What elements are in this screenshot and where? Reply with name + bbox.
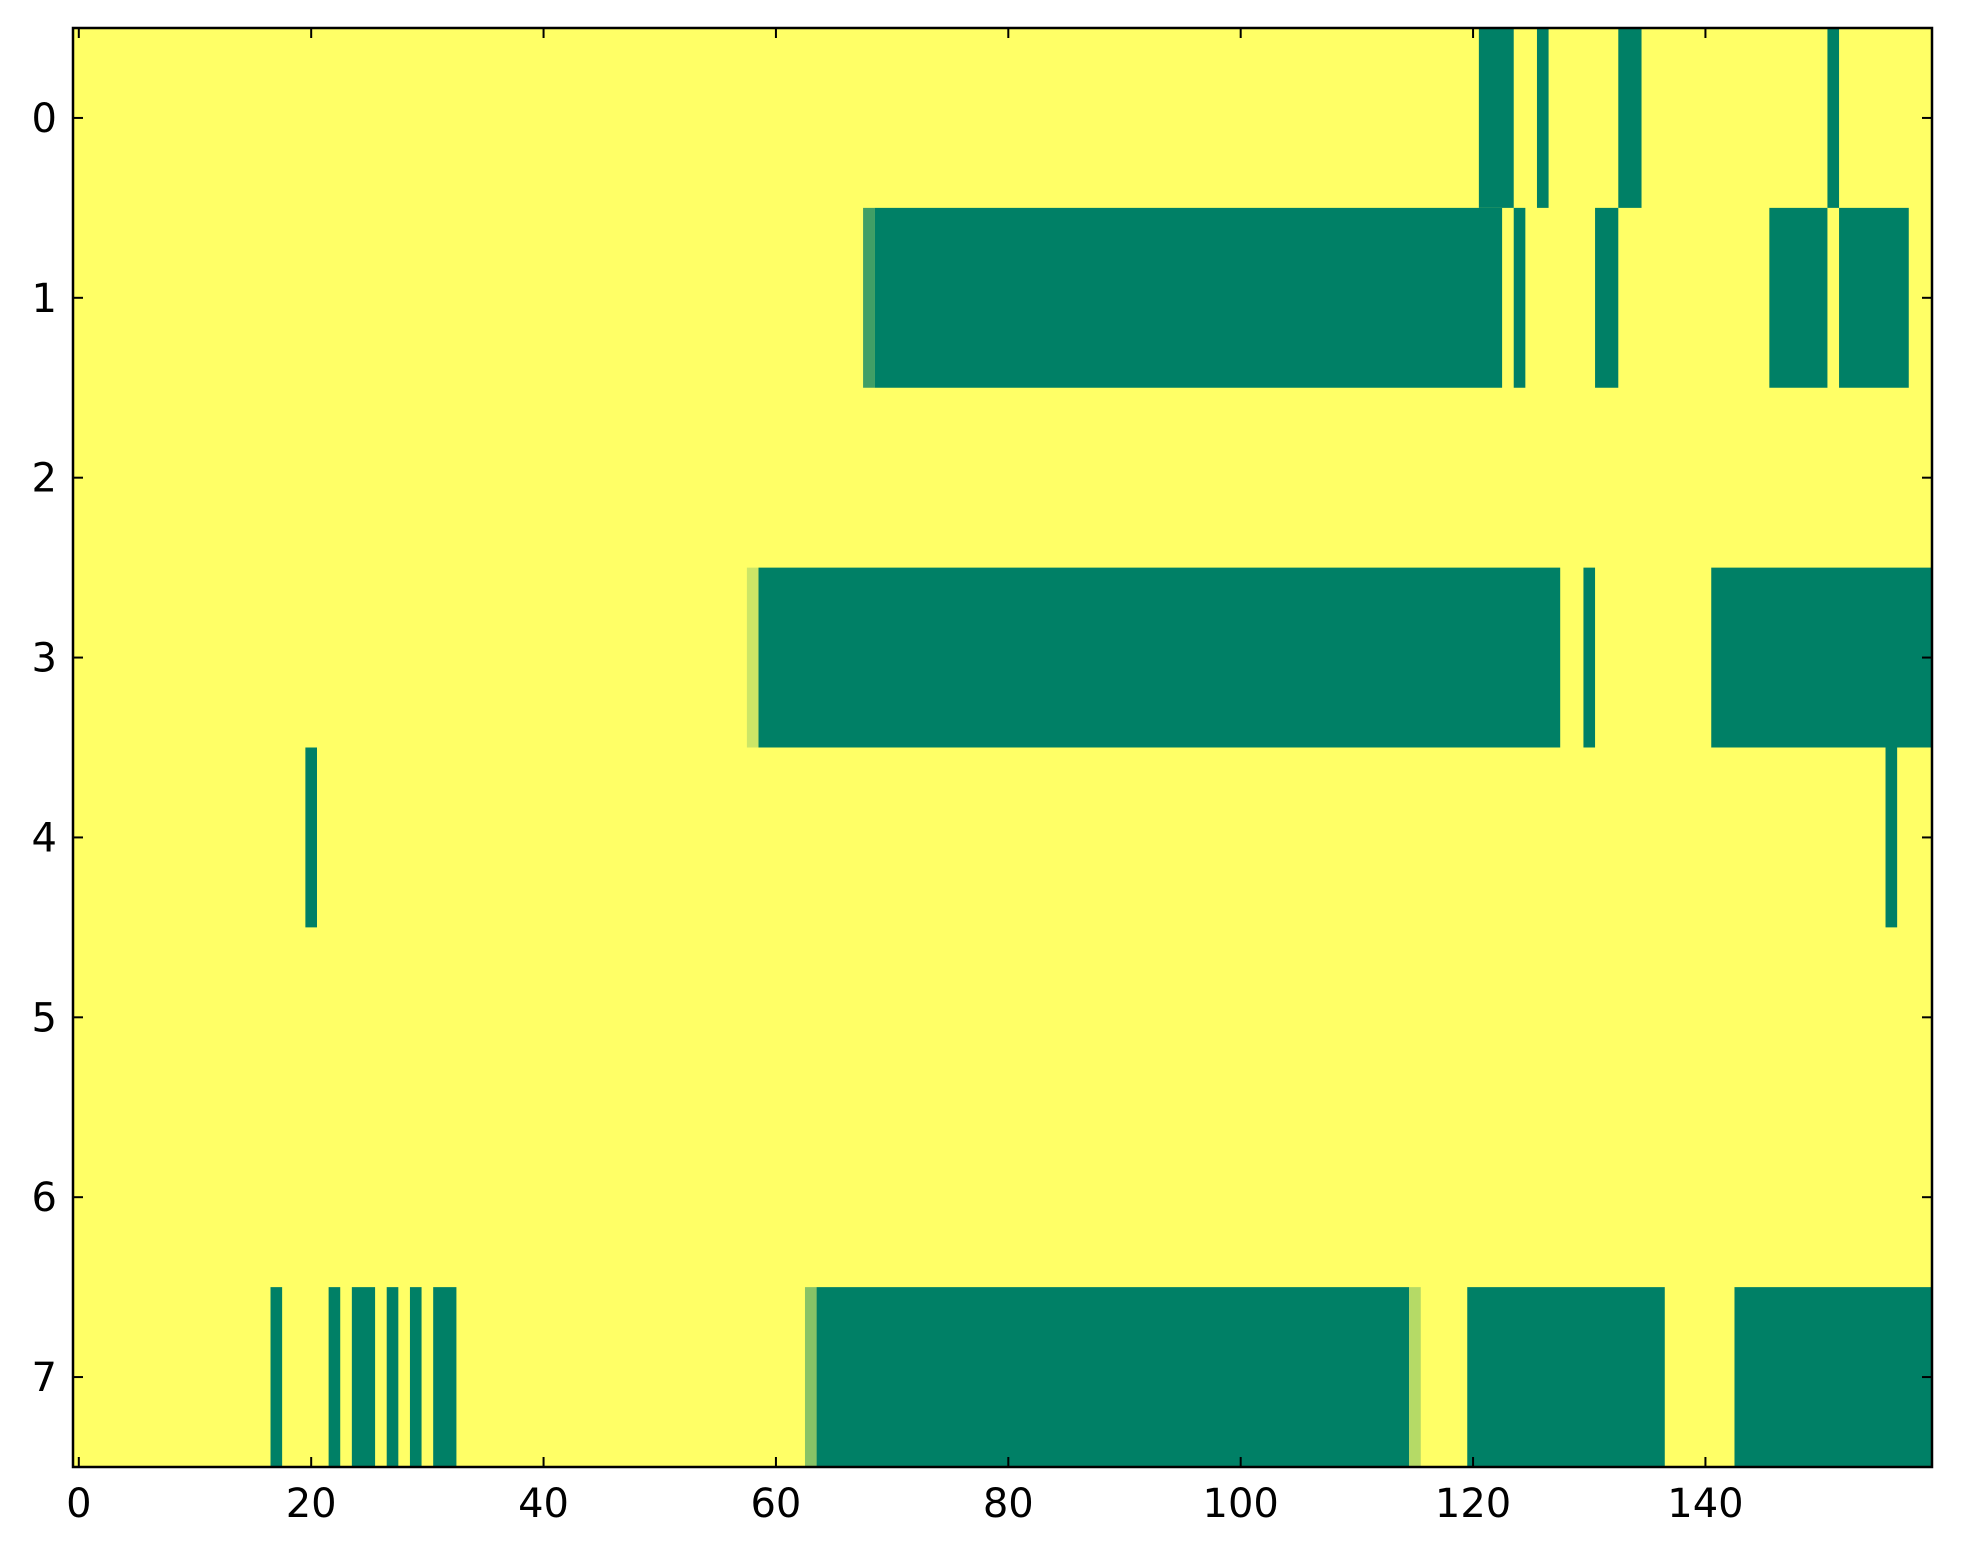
heatmap-cell-segment [1467,1287,1665,1467]
x-tick-label: 80 [983,1481,1034,1527]
y-tick-label: 1 [32,276,57,322]
x-tick-label: 60 [750,1481,801,1527]
y-tick-label: 4 [32,815,57,861]
heatmap-cell-segment [1478,28,1514,208]
heatmap-cell-segment [816,1287,1410,1467]
heatmap-cell-segment [1513,207,1526,388]
heatmap-cell-segment [305,747,317,928]
y-tick-label: 5 [32,995,57,1041]
heatmap-cell-segment [746,567,759,748]
y-tick-labels: 0 1 2 3 4 5 6 7 [32,96,57,1401]
x-tick-label: 20 [286,1481,337,1527]
heatmap-cell-segment [386,1287,399,1467]
x-tick-label: 0 [66,1481,91,1527]
y-tick-label: 7 [32,1355,57,1401]
heatmap-cells [73,28,1932,1467]
heatmap-cell-segment [1409,1287,1421,1467]
y-tick-label: 3 [32,636,57,682]
heatmap-cell-segment [863,207,875,388]
y-tick-label: 0 [32,96,57,142]
heatmap-cell-segment [1595,207,1619,388]
x-tick-label: 100 [1203,1481,1279,1527]
heatmap-cell-segment [270,1287,283,1467]
axis-ticks [73,28,1932,1467]
x-tick-labels: 0 20 40 60 80 100 120 140 [66,1481,1744,1527]
x-tick-label: 140 [1667,1481,1743,1527]
heatmap-cell-segment [1711,567,1932,748]
heatmap-cell-segment [758,567,1561,748]
y-tick-label: 6 [32,1175,57,1221]
heatmap-cell-segment [1769,207,1828,388]
heatmap-cell-segment [874,207,1503,388]
x-tick-label: 40 [518,1481,569,1527]
heatmap-cell-segment [409,1287,422,1467]
heatmap-cell-segment [1827,28,1840,208]
heatmap-cell-segment [433,1287,457,1467]
heatmap-cell-segment [1839,207,1909,388]
heatmap-cell-segment [351,1287,376,1467]
plot-frame [71,26,1934,1469]
heatmap-cell-segment [328,1287,341,1467]
heatmap-cell-segment [1618,28,1642,208]
heatmap-cell-segment [1734,1287,1932,1467]
heatmap-cell-segment [804,1287,817,1467]
heatmap-cell-segment [1583,567,1596,748]
heatmap-cell-segment [1885,747,1898,928]
heatmap-cell-segment [1536,28,1549,208]
x-tick-label: 120 [1435,1481,1511,1527]
y-tick-label: 2 [32,456,57,502]
